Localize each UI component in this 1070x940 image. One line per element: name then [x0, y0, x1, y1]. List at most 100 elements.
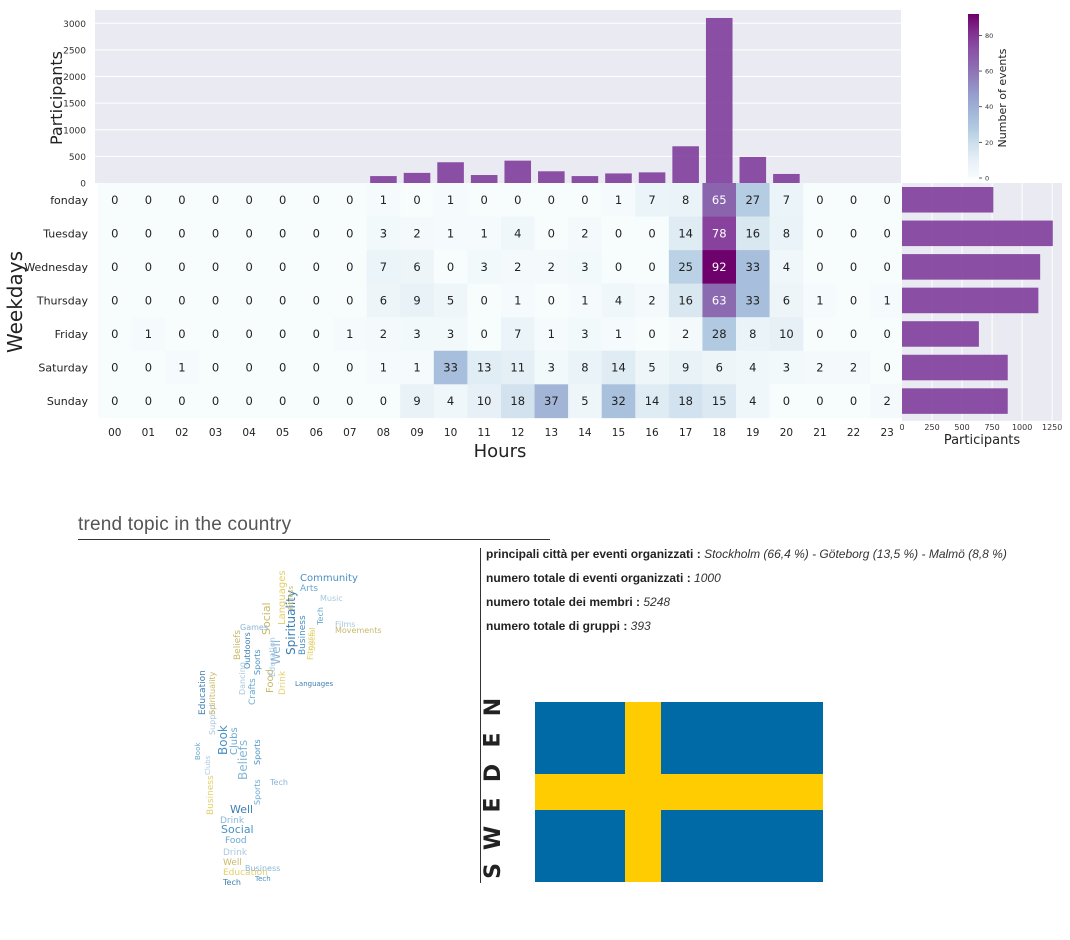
- word-cloud-word: Languages: [277, 570, 288, 625]
- heatmap-cell: [635, 317, 670, 352]
- heatmap-value: 92: [712, 260, 727, 274]
- heatmap-value: 5: [581, 394, 588, 408]
- word-cloud-word: Food: [265, 669, 276, 693]
- heatmap-value: 0: [615, 226, 622, 240]
- hour-tick-label: 21: [813, 427, 826, 439]
- y-axis-label: Weekdays: [3, 251, 27, 353]
- top-bar-ytick: 3000: [63, 20, 86, 30]
- heatmap-value: 10: [477, 394, 492, 408]
- heatmap-value: 1: [447, 193, 454, 207]
- heatmap-value: 0: [313, 193, 320, 207]
- heatmap-cell: [500, 183, 535, 217]
- heatmap-value: 0: [816, 260, 823, 274]
- heatmap-cell: [400, 350, 435, 385]
- heatmap-value: 2: [413, 226, 420, 240]
- heatmap-value: 0: [850, 394, 857, 408]
- heatmap-value: 33: [443, 361, 458, 375]
- heatmap-value: 0: [245, 293, 252, 307]
- word-cloud-word: Well: [269, 640, 283, 665]
- country-letter: E: [481, 797, 506, 813]
- heatmap-cell: [668, 317, 703, 352]
- weekday-label: fonday: [50, 194, 88, 207]
- word-cloud-word: Beliefs: [236, 740, 250, 780]
- heatmap-cell: [870, 283, 905, 318]
- heatmap-cell: [534, 317, 569, 352]
- heatmap-cell: [702, 216, 737, 251]
- top-bar-plot-bg: [95, 10, 901, 183]
- heatmap-cell: [601, 216, 636, 251]
- heatmap-value: 0: [245, 361, 252, 375]
- heatmap-value: 0: [245, 394, 252, 408]
- heatmap-value: 3: [548, 361, 555, 375]
- heatmap-value: 0: [212, 394, 219, 408]
- heatmap-value: 0: [816, 226, 823, 240]
- heatmap-cell: [333, 183, 367, 217]
- heatmap-value: 78: [712, 226, 727, 240]
- heatmap-value: 5: [648, 361, 655, 375]
- heatmap-cell: [333, 250, 367, 284]
- top-bar: [403, 172, 431, 183]
- weekday-label: Tuesday: [42, 227, 88, 240]
- stat-total-members: numero totale dei membri : 5248: [486, 595, 671, 609]
- country-letter: S: [480, 863, 506, 879]
- heatmap-cell: [601, 183, 636, 217]
- heatmap-cell: [769, 216, 804, 251]
- heatmap-value: 0: [816, 394, 823, 408]
- heatmap-value: 0: [346, 293, 353, 307]
- heatmap-value: 0: [313, 226, 320, 240]
- word-cloud-word: Education: [198, 670, 208, 715]
- heatmap-value: 0: [178, 260, 185, 274]
- heatmap-cell: [534, 384, 569, 419]
- heatmap-cell: [769, 317, 804, 352]
- heatmap-value: 4: [514, 226, 521, 240]
- heatmap-cell: [232, 250, 267, 284]
- heatmap-cell: [98, 183, 132, 217]
- heatmap-cell: [299, 384, 334, 419]
- heatmap-cell: [366, 350, 401, 385]
- heatmap-value: 3: [581, 327, 588, 341]
- heatmap-cell: [769, 250, 804, 284]
- heatmap-value: 2: [816, 361, 823, 375]
- heatmap-cell: [736, 283, 770, 318]
- word-cloud-word: Social: [260, 602, 273, 635]
- heatmap-value: 0: [548, 226, 555, 240]
- weekday-label: Saturday: [38, 362, 88, 375]
- hour-tick-label: 20: [780, 427, 793, 439]
- word-cloud-word: Community: [300, 573, 358, 584]
- heatmap-value: 2: [380, 327, 387, 341]
- word-cloud-word: Business: [298, 615, 308, 655]
- word-cloud-word: Tech: [269, 778, 288, 787]
- heatmap-cell: [836, 384, 871, 419]
- hour-tick-label: 09: [410, 427, 423, 439]
- side-bar: [902, 321, 979, 347]
- heatmap-cell: [400, 183, 435, 217]
- heatmap-cell: [803, 183, 838, 217]
- hour-tick-label: 12: [511, 427, 524, 439]
- heatmap-cell: [836, 183, 871, 217]
- side-bar-xtick: 500: [954, 423, 969, 432]
- heatmap-value: 0: [145, 226, 152, 240]
- heatmap-value: 0: [178, 394, 185, 408]
- colorbar-tick-label: 40: [985, 103, 993, 111]
- word-cloud-word: Food: [225, 836, 247, 846]
- heatmap-cell: [433, 350, 468, 385]
- word-cloud-word: Fitness: [306, 632, 315, 660]
- weekday-label: Wednesday: [24, 261, 88, 274]
- heatmap-cell: [769, 183, 804, 217]
- top-bar: [470, 175, 498, 183]
- heatmap-cell: [467, 384, 502, 419]
- heatmap-value: 0: [279, 361, 286, 375]
- heatmap-cell: [232, 183, 267, 217]
- heatmap-cell: [299, 250, 334, 284]
- hour-tick-label: 11: [477, 427, 490, 439]
- heatmap-cell: [198, 384, 233, 419]
- heatmap-cell: [232, 384, 267, 419]
- heatmap-cell: [668, 384, 703, 419]
- colorbar-tick-label: 80: [985, 32, 993, 40]
- top-bar: [605, 173, 632, 183]
- heatmap-value: 16: [745, 226, 760, 240]
- heatmap-value: 2: [648, 293, 655, 307]
- heatmap-cell: [433, 183, 468, 217]
